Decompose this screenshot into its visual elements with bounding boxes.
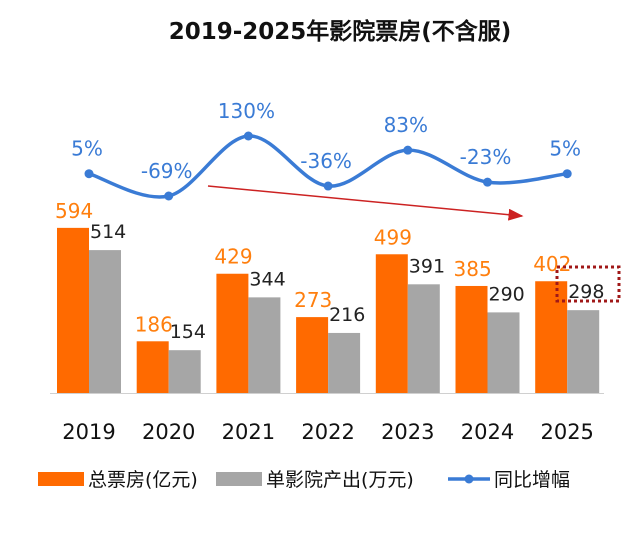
x-tick-2023: 2023 — [381, 420, 434, 444]
label-total-2025: 402 — [533, 252, 571, 276]
yoy-point-2025 — [562, 169, 572, 179]
legend-label-total: 总票房(亿元) — [88, 469, 198, 491]
yoy-label-2025: 5% — [549, 137, 581, 161]
bar-per-cinema-2019 — [89, 250, 121, 393]
label-per-cinema-2022: 216 — [329, 304, 365, 326]
bar-total-2019 — [57, 227, 89, 393]
bar-per-cinema-2020 — [168, 350, 201, 393]
yoy-point-2019 — [84, 169, 94, 179]
bar-total-2020 — [136, 341, 169, 393]
chart-title: 2019-2025年影院票房(不含服) — [169, 18, 512, 45]
yoy-point-2020 — [164, 191, 174, 201]
bar-per-cinema-2024 — [487, 312, 520, 393]
x-tick-2019: 2019 — [62, 420, 115, 444]
x-tick-2020: 2020 — [142, 420, 195, 444]
label-total-2021: 429 — [214, 245, 252, 269]
legend-label-yoy: 同比增幅 — [494, 469, 570, 491]
bar-total-2025 — [535, 281, 568, 393]
bar-total-2021 — [216, 273, 249, 393]
yoy-point-2022 — [323, 181, 333, 191]
label-per-cinema-2024: 290 — [489, 283, 525, 305]
x-tick-2022: 2022 — [301, 420, 354, 444]
yoy-label-2021: 130% — [218, 99, 275, 123]
bar-per-cinema-2022 — [328, 332, 361, 393]
bar-total-2024 — [455, 285, 488, 393]
yoy-point-2024 — [483, 177, 492, 187]
label-total-2022: 273 — [294, 288, 332, 312]
yoy-label-2019: 5% — [71, 137, 103, 161]
bar-per-cinema-2025 — [567, 310, 600, 393]
label-per-cinema-2020: 154 — [170, 321, 206, 343]
yoy-point-2023 — [403, 145, 413, 155]
label-per-cinema-2019: 514 — [90, 221, 126, 243]
highlight-box-2025 — [555, 265, 621, 303]
legend-swatch-per-cinema — [216, 472, 262, 486]
bar-total-2022 — [296, 317, 329, 393]
yoy-label-2022: -36% — [300, 149, 352, 173]
label-per-cinema-2021: 344 — [249, 268, 285, 290]
label-per-cinema-2025: 298 — [568, 281, 604, 303]
label-total-2020: 186 — [135, 312, 173, 336]
yoy-label-2020: -69% — [141, 159, 193, 183]
label-total-2023: 499 — [374, 225, 412, 249]
x-tick-2025: 2025 — [540, 420, 593, 444]
x-tick-2024: 2024 — [461, 420, 514, 444]
bar-total-2023 — [375, 254, 408, 393]
legend-marker-yoy — [464, 474, 474, 484]
yoy-label-2024: -23% — [460, 145, 512, 169]
legend-label-per-cinema: 单影院产出(万元) — [266, 469, 414, 491]
label-total-2019: 594 — [55, 199, 93, 223]
yoy-label-2023: 83% — [384, 113, 428, 137]
legend-swatch-total — [38, 472, 84, 486]
label-per-cinema-2023: 391 — [409, 255, 445, 277]
bar-per-cinema-2021 — [248, 297, 281, 393]
bar-per-cinema-2023 — [407, 284, 440, 393]
trend-arrow — [207, 185, 524, 221]
yoy-point-2021 — [243, 131, 253, 141]
label-total-2024: 385 — [454, 257, 492, 281]
x-tick-2021: 2021 — [222, 420, 275, 444]
